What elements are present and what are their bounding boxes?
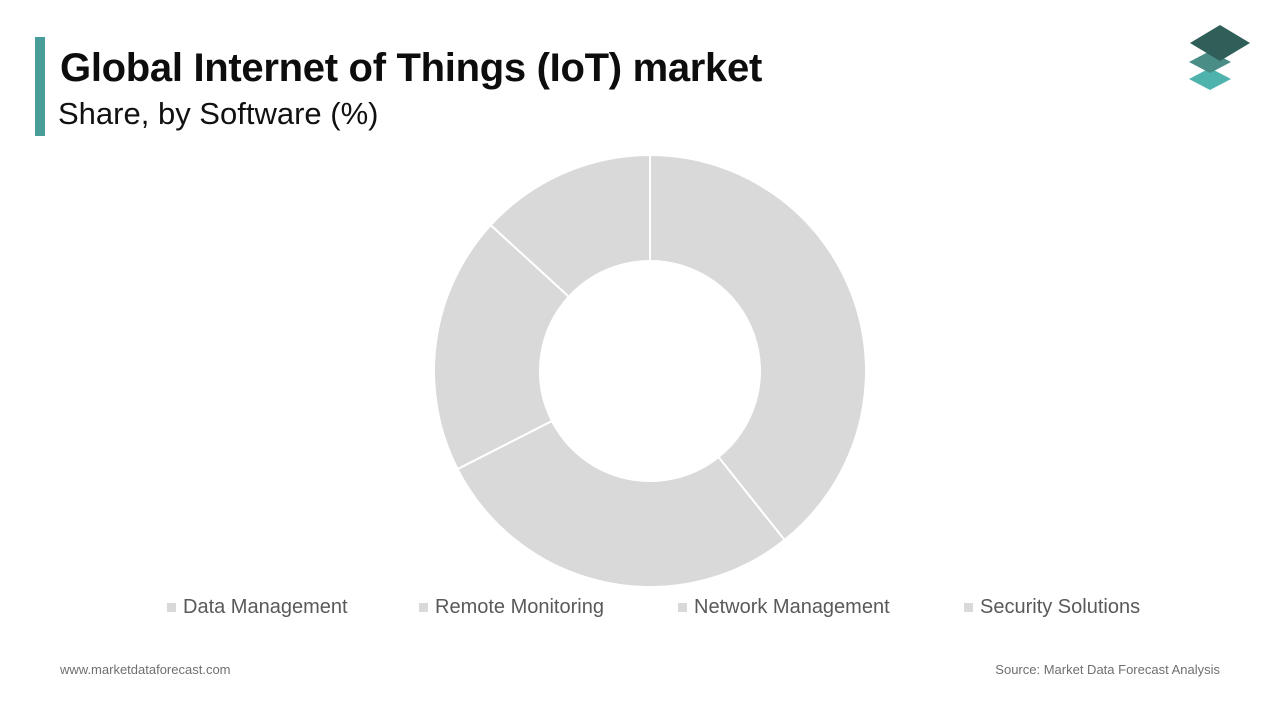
legend-label: Network Management <box>694 596 890 618</box>
legend-swatch <box>678 602 687 612</box>
legend-item: Network Management <box>678 595 890 619</box>
page-title: Global Internet of Things (IoT) market <box>60 46 762 90</box>
legend-label: Data Management <box>183 596 348 618</box>
donut-slice-security-solutions <box>489 153 651 299</box>
legend-swatch <box>167 602 176 612</box>
donut-slice-remote-monitoring <box>456 419 786 588</box>
legend-label: Remote Monitoring <box>435 596 604 618</box>
stacked-layers-icon <box>1189 25 1250 90</box>
legend-swatch <box>964 602 973 612</box>
chart-legend: Data Management Remote Monitoring Network … <box>0 595 1280 619</box>
title-accent-bar <box>35 37 45 136</box>
website-url: www.marketdataforecast.com <box>60 662 231 677</box>
legend-item: Remote Monitoring <box>419 595 604 619</box>
legend-label: Security Solutions <box>980 596 1141 618</box>
page-subtitle: Share, by Software (%) <box>58 96 379 131</box>
donut-slice-data-management <box>649 153 867 542</box>
logo-layer-top <box>1190 25 1250 61</box>
legend-swatch <box>419 602 428 612</box>
donut-slice-network-management <box>433 223 571 471</box>
source-note: Source: Market Data Forecast Analysis <box>995 662 1220 677</box>
legend-item: Security Solutions <box>964 595 1140 619</box>
logo-layer-bottom <box>1189 68 1231 90</box>
legend-item: Data Management <box>167 595 348 619</box>
